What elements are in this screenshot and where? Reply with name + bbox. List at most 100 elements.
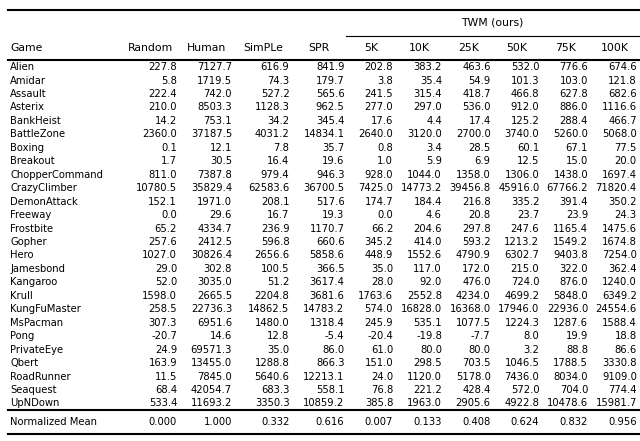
Text: 298.5: 298.5 bbox=[413, 358, 442, 368]
Text: 1697.4: 1697.4 bbox=[602, 170, 637, 180]
Text: 1116.6: 1116.6 bbox=[602, 102, 637, 112]
Text: 362.4: 362.4 bbox=[608, 264, 637, 274]
Text: 24.9: 24.9 bbox=[155, 344, 177, 355]
Text: 1763.6: 1763.6 bbox=[358, 291, 393, 301]
Text: 14834.1: 14834.1 bbox=[303, 129, 344, 139]
Text: 1971.0: 1971.0 bbox=[197, 197, 232, 207]
Text: 2700.0: 2700.0 bbox=[456, 129, 491, 139]
Text: Kangaroo: Kangaroo bbox=[10, 277, 58, 288]
Text: 1.000: 1.000 bbox=[204, 417, 232, 427]
Text: 5858.6: 5858.6 bbox=[310, 250, 344, 261]
Text: 75K: 75K bbox=[555, 43, 576, 53]
Text: 466.8: 466.8 bbox=[511, 89, 540, 99]
Text: 7387.8: 7387.8 bbox=[197, 170, 232, 180]
Text: 1170.7: 1170.7 bbox=[310, 224, 344, 234]
Text: 8.0: 8.0 bbox=[524, 331, 540, 341]
Text: 315.4: 315.4 bbox=[413, 89, 442, 99]
Text: 24.0: 24.0 bbox=[371, 371, 393, 381]
Text: 28.5: 28.5 bbox=[468, 143, 491, 153]
Text: 277.0: 277.0 bbox=[365, 102, 393, 112]
Text: 14.6: 14.6 bbox=[210, 331, 232, 341]
Text: 60.1: 60.1 bbox=[517, 143, 540, 153]
Text: 88.8: 88.8 bbox=[566, 344, 588, 355]
Text: 35.7: 35.7 bbox=[322, 143, 344, 153]
Text: 23.7: 23.7 bbox=[517, 210, 540, 220]
Text: 2360.0: 2360.0 bbox=[142, 129, 177, 139]
Text: SimPLe: SimPLe bbox=[243, 43, 283, 53]
Text: 1128.3: 1128.3 bbox=[255, 102, 289, 112]
Text: 0.1: 0.1 bbox=[161, 143, 177, 153]
Text: 2905.6: 2905.6 bbox=[456, 398, 491, 408]
Text: 1.0: 1.0 bbox=[378, 156, 393, 166]
Text: 418.7: 418.7 bbox=[462, 89, 491, 99]
Text: 35.0: 35.0 bbox=[371, 264, 393, 274]
Text: 9109.0: 9109.0 bbox=[602, 371, 637, 381]
Text: 1.7: 1.7 bbox=[161, 156, 177, 166]
Text: 288.4: 288.4 bbox=[560, 116, 588, 126]
Text: 886.0: 886.0 bbox=[560, 102, 588, 112]
Text: 3350.3: 3350.3 bbox=[255, 398, 289, 408]
Text: Seaquest: Seaquest bbox=[10, 385, 57, 395]
Text: 100.5: 100.5 bbox=[261, 264, 289, 274]
Text: TWM (ours): TWM (ours) bbox=[461, 18, 524, 28]
Text: 2552.8: 2552.8 bbox=[407, 291, 442, 301]
Text: 11693.2: 11693.2 bbox=[191, 398, 232, 408]
Text: 0.408: 0.408 bbox=[462, 417, 491, 427]
Text: 1549.2: 1549.2 bbox=[553, 237, 588, 247]
Text: 4.4: 4.4 bbox=[426, 116, 442, 126]
Text: 151.0: 151.0 bbox=[365, 358, 393, 368]
Text: 4031.2: 4031.2 bbox=[255, 129, 289, 139]
Text: BankHeist: BankHeist bbox=[10, 116, 61, 126]
Text: -20.4: -20.4 bbox=[367, 331, 393, 341]
Text: 3.2: 3.2 bbox=[524, 344, 540, 355]
Text: 322.0: 322.0 bbox=[559, 264, 588, 274]
Text: 257.6: 257.6 bbox=[148, 237, 177, 247]
Text: 1224.3: 1224.3 bbox=[504, 318, 540, 328]
Text: 345.4: 345.4 bbox=[316, 116, 344, 126]
Text: Freeway: Freeway bbox=[10, 210, 51, 220]
Text: 2656.6: 2656.6 bbox=[254, 250, 289, 261]
Text: 227.8: 227.8 bbox=[148, 62, 177, 72]
Text: -20.7: -20.7 bbox=[151, 331, 177, 341]
Text: 67.1: 67.1 bbox=[566, 143, 588, 153]
Text: 7.8: 7.8 bbox=[273, 143, 289, 153]
Text: 572.0: 572.0 bbox=[511, 385, 540, 395]
Text: 1674.8: 1674.8 bbox=[602, 237, 637, 247]
Text: 297.8: 297.8 bbox=[462, 224, 491, 234]
Text: 179.7: 179.7 bbox=[316, 75, 344, 86]
Text: Random: Random bbox=[128, 43, 173, 53]
Text: MsPacman: MsPacman bbox=[10, 318, 63, 328]
Text: 62583.6: 62583.6 bbox=[248, 183, 289, 193]
Text: 17946.0: 17946.0 bbox=[498, 304, 540, 314]
Text: 6951.6: 6951.6 bbox=[197, 318, 232, 328]
Text: 12.5: 12.5 bbox=[517, 156, 540, 166]
Text: 0.133: 0.133 bbox=[413, 417, 442, 427]
Text: 627.8: 627.8 bbox=[559, 89, 588, 99]
Text: 1719.5: 1719.5 bbox=[197, 75, 232, 86]
Text: 121.8: 121.8 bbox=[608, 75, 637, 86]
Text: 0.000: 0.000 bbox=[149, 417, 177, 427]
Text: Krull: Krull bbox=[10, 291, 33, 301]
Text: 3617.4: 3617.4 bbox=[310, 277, 344, 288]
Text: 574.0: 574.0 bbox=[365, 304, 393, 314]
Text: Normalized Mean: Normalized Mean bbox=[10, 417, 97, 427]
Text: 1588.4: 1588.4 bbox=[602, 318, 637, 328]
Text: 979.4: 979.4 bbox=[261, 170, 289, 180]
Text: 682.6: 682.6 bbox=[608, 89, 637, 99]
Text: 1358.0: 1358.0 bbox=[456, 170, 491, 180]
Text: 12213.1: 12213.1 bbox=[303, 371, 344, 381]
Text: 210.0: 210.0 bbox=[148, 102, 177, 112]
Text: 558.1: 558.1 bbox=[316, 385, 344, 395]
Text: 17.4: 17.4 bbox=[468, 116, 491, 126]
Text: 1788.5: 1788.5 bbox=[553, 358, 588, 368]
Text: 20.0: 20.0 bbox=[614, 156, 637, 166]
Text: 74.3: 74.3 bbox=[268, 75, 289, 86]
Text: 202.8: 202.8 bbox=[365, 62, 393, 72]
Text: 0.0: 0.0 bbox=[161, 210, 177, 220]
Text: 302.8: 302.8 bbox=[204, 264, 232, 274]
Text: 593.2: 593.2 bbox=[462, 237, 491, 247]
Text: 5.8: 5.8 bbox=[161, 75, 177, 86]
Text: 35829.4: 35829.4 bbox=[191, 183, 232, 193]
Text: 1306.0: 1306.0 bbox=[504, 170, 540, 180]
Text: Qbert: Qbert bbox=[10, 358, 38, 368]
